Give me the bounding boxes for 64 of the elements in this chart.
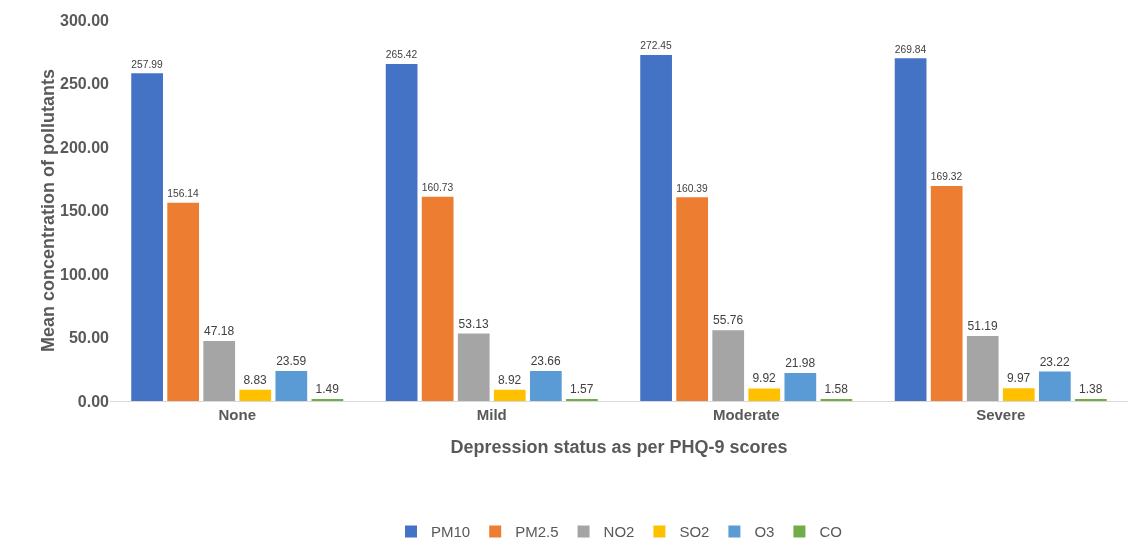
data-label: 269.84: [894, 43, 927, 55]
bar: [421, 196, 454, 401]
data-label: 160.73: [421, 182, 454, 194]
y-tick-label: 0.00: [77, 392, 110, 410]
data-label: 272.45: [640, 40, 672, 52]
bar: [676, 197, 709, 401]
bar: [131, 73, 163, 401]
data-label: 47.18: [204, 324, 235, 339]
legend-label: PM2.5: [515, 523, 559, 541]
data-label: 55.76: [713, 313, 744, 328]
bar: [275, 371, 308, 401]
legend-label: PM10: [431, 523, 471, 541]
bar: [784, 373, 817, 401]
data-label: 265.42: [385, 49, 418, 61]
y-tick-label: 200.00: [60, 138, 110, 156]
x-tick-label: Moderate: [712, 406, 780, 423]
bar: [239, 389, 272, 401]
data-label: 51.19: [967, 318, 998, 333]
bar: [1038, 371, 1071, 401]
data-label: 23.22: [1039, 354, 1071, 369]
data-label: 23.66: [530, 353, 562, 368]
bar: [712, 330, 745, 401]
data-label: 8.83: [243, 372, 268, 387]
legend-label: NO2: [603, 523, 635, 541]
y-tick-label: 150.00: [60, 202, 110, 220]
bar: [966, 335, 999, 401]
legend-label: CO: [819, 523, 842, 541]
x-tick-label: None: [218, 406, 256, 423]
x-axis-title: Depression status as per PHQ-9 scores: [450, 437, 788, 458]
data-label: 169.32: [930, 171, 963, 183]
bar: [748, 388, 781, 401]
data-label: 1.49: [315, 382, 340, 396]
bar: [1002, 388, 1035, 401]
data-label: 53.13: [458, 316, 489, 331]
data-label: 257.99: [131, 58, 163, 70]
x-tick-label: Mild: [476, 406, 507, 423]
bar: [167, 202, 200, 401]
data-label: 156.14: [167, 188, 200, 200]
data-label: 1.38: [1079, 382, 1103, 396]
y-tick-label: 50.00: [68, 329, 110, 347]
bar: [529, 370, 562, 401]
y-tick-label: 300.00: [60, 11, 110, 29]
y-axis-title: Mean concentration of pollutants: [38, 68, 59, 353]
bar: [820, 398, 853, 401]
bar: [640, 54, 672, 401]
bar: [457, 333, 490, 401]
data-label: 23.59: [276, 354, 307, 369]
y-tick-label: 100.00: [60, 265, 110, 283]
y-tick-label: 250.00: [60, 75, 110, 93]
data-label: 9.92: [752, 371, 777, 386]
bar: [894, 58, 927, 401]
legend-label: SO2: [679, 523, 710, 541]
data-label: 1.57: [570, 382, 594, 396]
data-label: 21.98: [785, 356, 816, 371]
bar: [385, 63, 418, 401]
data-label: 8.92: [497, 372, 522, 387]
x-tick-label: Severe: [976, 406, 1026, 423]
bar: [493, 389, 526, 401]
legend-label: O3: [754, 523, 775, 541]
data-label: 1.58: [824, 381, 849, 396]
data-label: 160.39: [676, 182, 709, 194]
data-label: 9.97: [1006, 371, 1031, 386]
bar: [930, 185, 963, 401]
bar: [203, 341, 236, 401]
